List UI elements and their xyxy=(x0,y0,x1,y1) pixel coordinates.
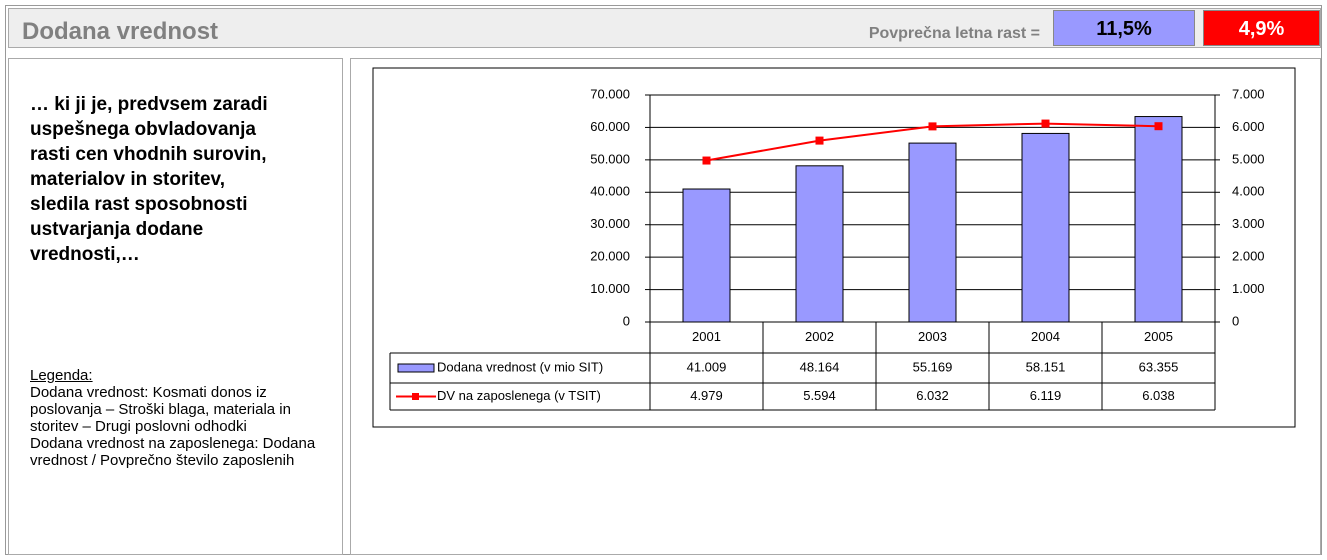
x-tick-label: 2002 xyxy=(805,329,834,344)
data-label: 6.119 xyxy=(1030,388,1062,403)
data-label: 4.979 xyxy=(690,388,723,403)
y-tick-label: 30.000 xyxy=(590,216,630,231)
data-label: 5.594 xyxy=(803,388,836,403)
y-tick-label: 20.000 xyxy=(590,249,630,264)
point xyxy=(1041,119,1050,128)
y2-tick-label: 1.000 xyxy=(1232,281,1265,296)
growth-value: 4,9% xyxy=(1203,10,1320,46)
x-tick-label: 2004 xyxy=(1031,329,1060,344)
y2-tick-label: 2.000 xyxy=(1232,249,1265,264)
legend-key xyxy=(397,363,435,373)
legend-label: Dodana vrednost (v mio SIT) xyxy=(437,359,603,374)
legend-notes: Legenda: Dodana vrednost: Kosmati donos … xyxy=(30,367,335,469)
point xyxy=(1154,122,1163,131)
data-label: 6.038 xyxy=(1142,388,1175,403)
bar xyxy=(1134,116,1183,323)
y-tick-label: 40.000 xyxy=(590,184,630,199)
y2-tick-label: 5.000 xyxy=(1232,151,1265,166)
point xyxy=(815,136,824,145)
data-label: 63.355 xyxy=(1139,359,1179,374)
data-label: 55.169 xyxy=(913,359,953,374)
y2-tick-label: 6.000 xyxy=(1232,119,1265,134)
data-label: 58.151 xyxy=(1026,359,1066,374)
bar xyxy=(908,142,957,323)
legend-key xyxy=(412,393,419,400)
growth-value: 11,5% xyxy=(1053,10,1195,46)
legend-item: Dodana vrednost na zaposlenega: Dodana v… xyxy=(30,435,316,469)
y2-tick-label: 4.000 xyxy=(1232,184,1265,199)
y-tick-label: 0 xyxy=(623,313,630,328)
x-tick-label: 2005 xyxy=(1144,329,1173,344)
bar xyxy=(795,165,844,323)
y2-tick-label: 3.000 xyxy=(1232,216,1265,231)
bar xyxy=(682,188,731,323)
legend-item: Dodana vrednost: Kosmati donos iz poslov… xyxy=(30,384,291,435)
data-label: 41.009 xyxy=(687,359,727,374)
y2-tick-label: 7.000 xyxy=(1232,86,1265,101)
x-tick-label: 2001 xyxy=(692,329,721,344)
commentary: … ki ji je, predvsem zaradi uspešnega ob… xyxy=(30,94,268,265)
legend-title: Legenda: xyxy=(30,367,93,384)
y-tick-label: 50.000 xyxy=(590,151,630,166)
legend-label: DV na zaposlenega (v TSIT) xyxy=(437,388,601,403)
left-panel xyxy=(8,58,343,555)
growth-label: Povprečna letna rast = xyxy=(868,25,1040,42)
data-label: 48.164 xyxy=(800,359,840,374)
bar xyxy=(1021,132,1070,323)
y2-tick-label: 0 xyxy=(1232,313,1239,328)
y-tick-label: 10.000 xyxy=(590,281,630,296)
data-label: 6.032 xyxy=(916,388,949,403)
y-tick-label: 70.000 xyxy=(590,86,630,101)
right-panel xyxy=(350,58,1321,555)
header-title: Dodana vrednost xyxy=(22,18,219,45)
y-tick-label: 60.000 xyxy=(590,119,630,134)
x-tick-label: 2003 xyxy=(918,329,947,344)
point xyxy=(702,156,711,165)
point xyxy=(928,122,937,131)
